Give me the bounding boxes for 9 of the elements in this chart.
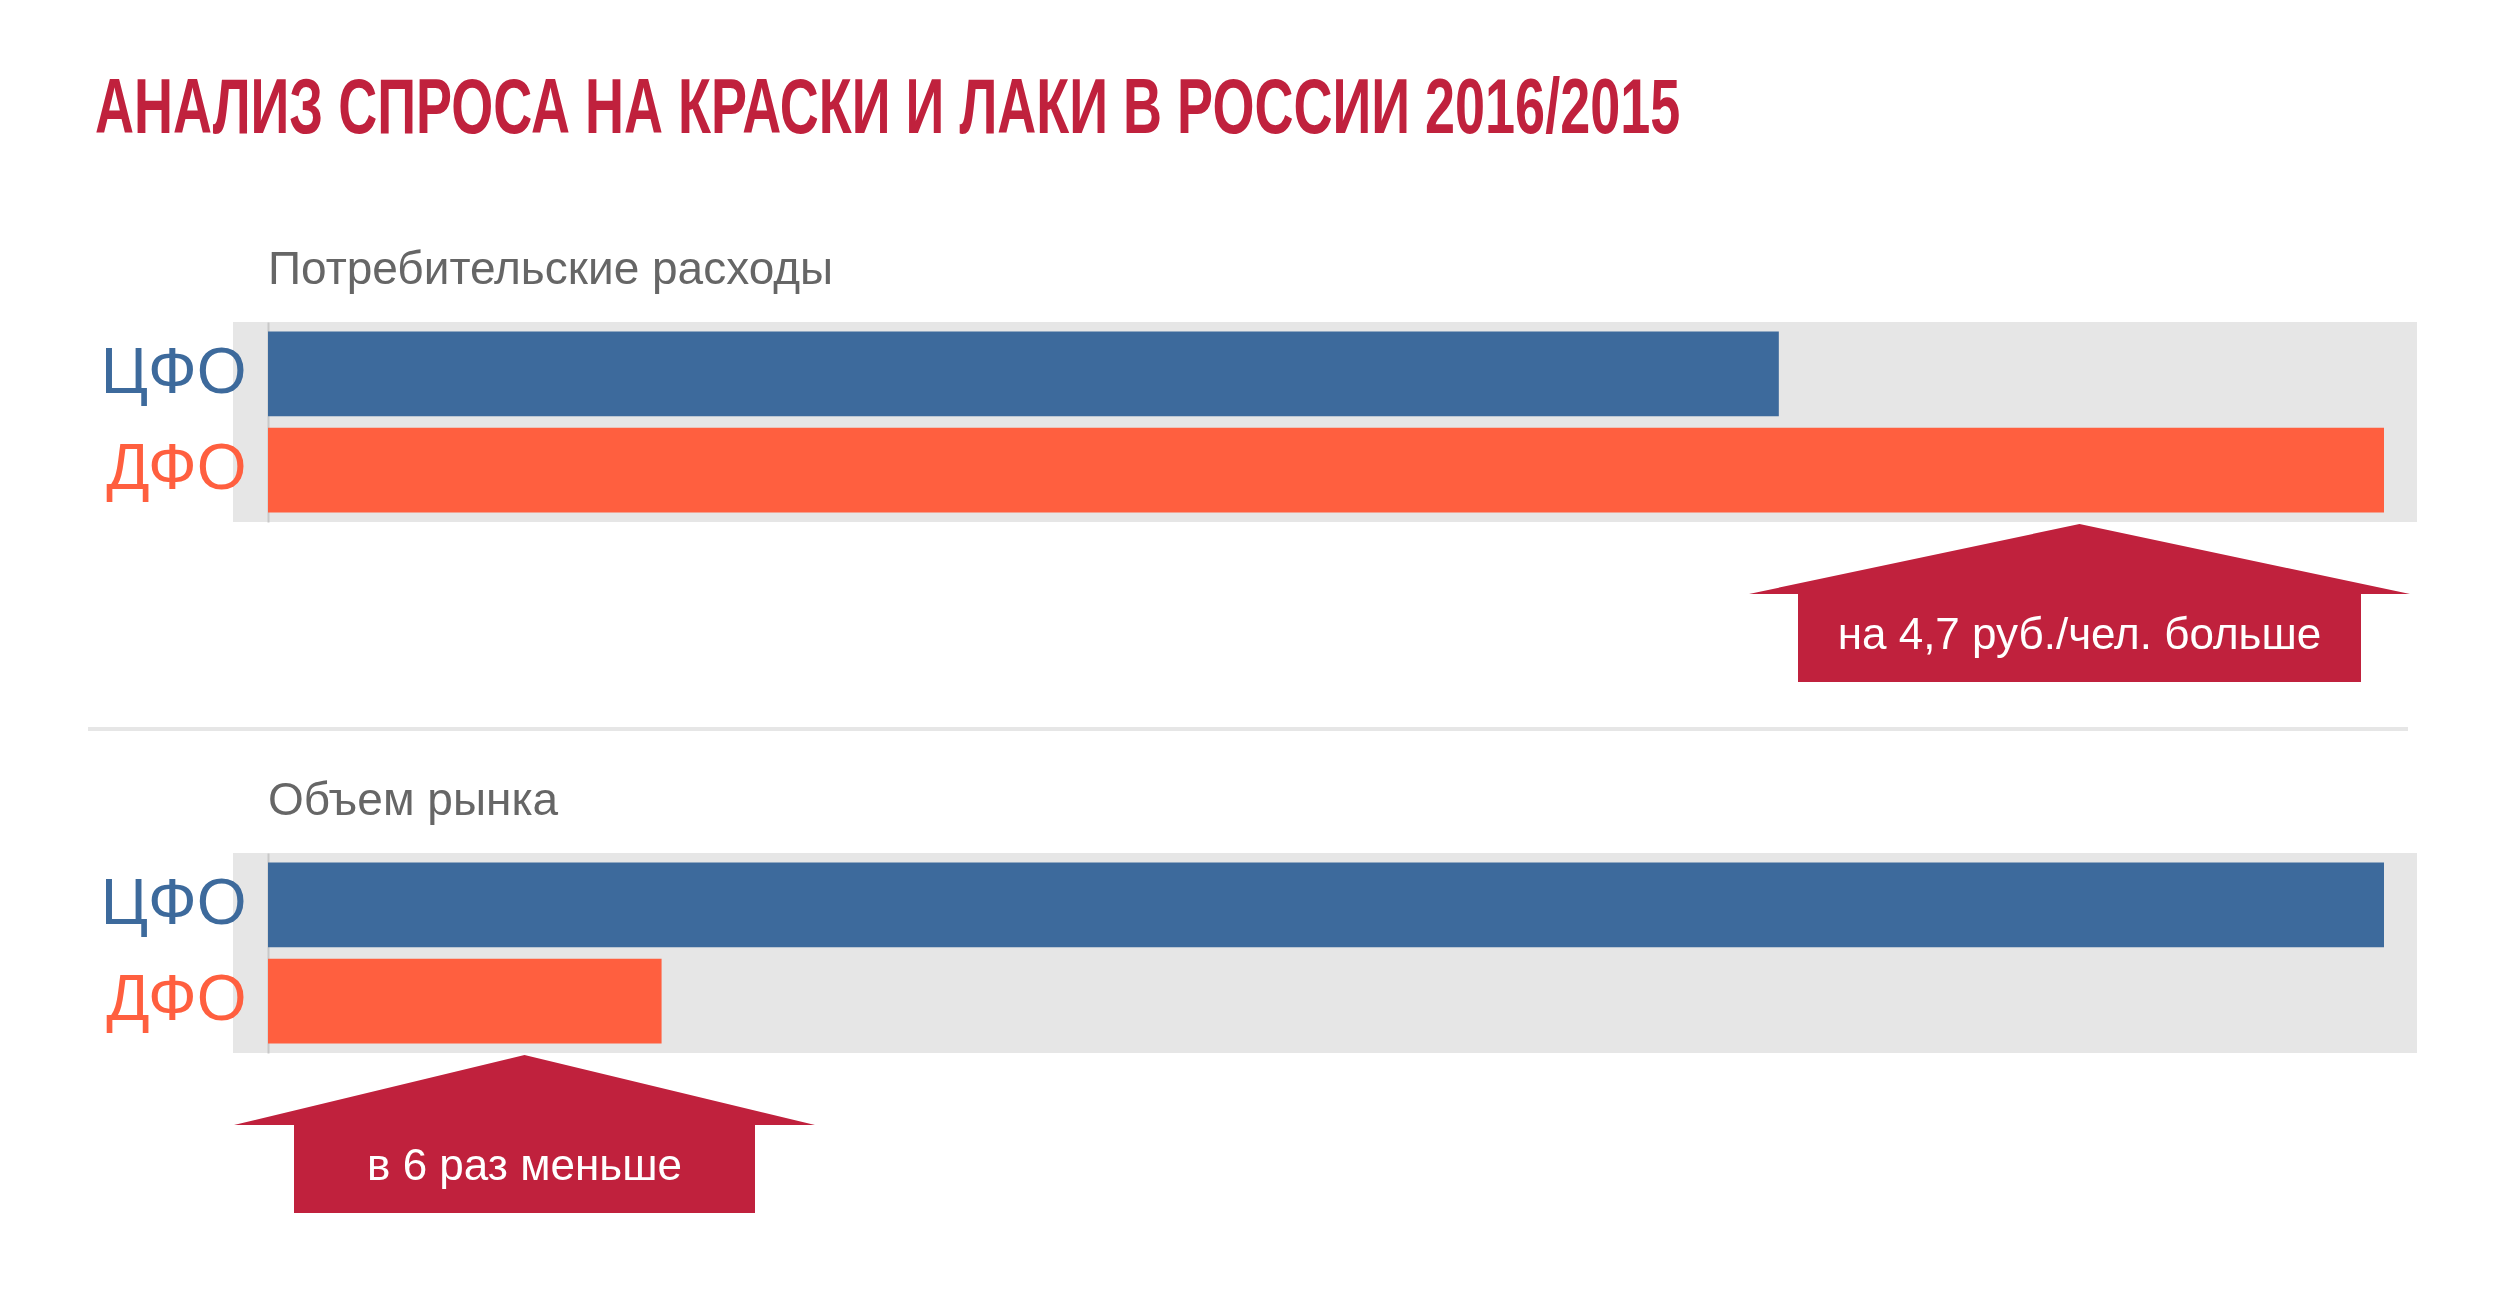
y-tick-label: ЦФО (100, 334, 247, 407)
y-tick-label: ДФО (106, 962, 247, 1035)
chart-subtitle: Потребительские расходы (268, 242, 834, 294)
y-tick-label: ЦФО (100, 865, 247, 938)
chart-title: АНАЛИЗ СПРОСА НА КРАСКИ И ЛАКИ В РОССИИ 2016/2015 (95, 60, 1681, 150)
text: на 4,7 руб./чел. больше (1836, 609, 2323, 659)
y-tick-label: ДФО (106, 431, 247, 504)
text: в 6 раз меньше (366, 1140, 683, 1190)
chart-subtitle: Объем рынка (268, 773, 559, 825)
